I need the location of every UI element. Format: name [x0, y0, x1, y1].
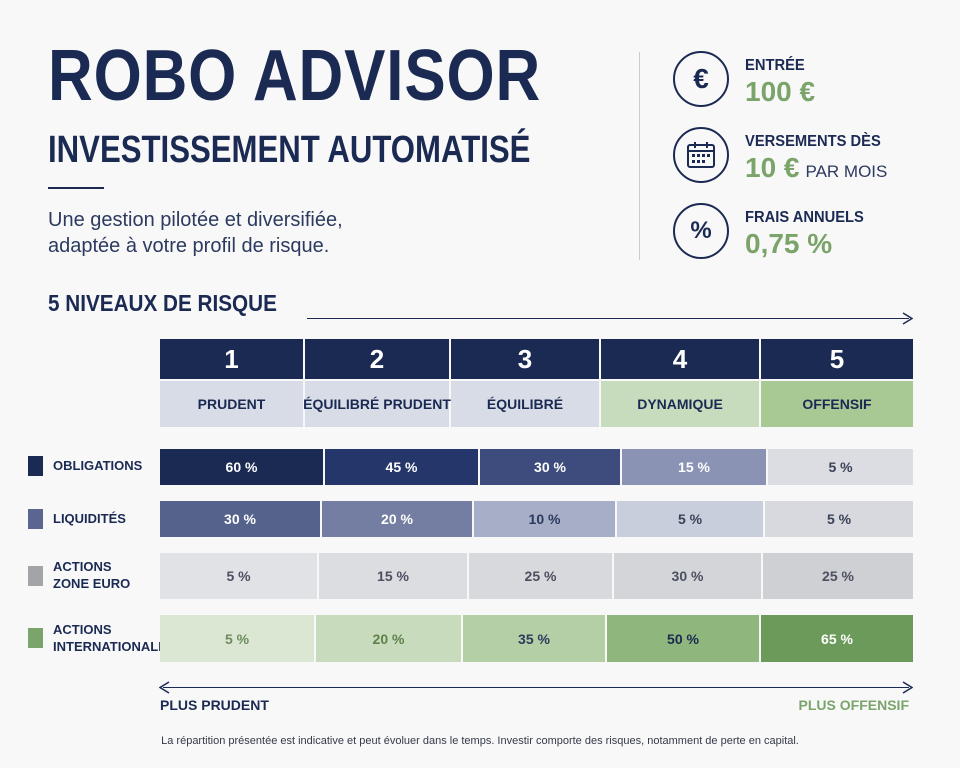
cell-obligations-level-3: 30 %	[480, 449, 620, 485]
cell-actions-zone-euro-level-4: 30 %	[614, 553, 761, 599]
stat-deposit-label: VERSEMENTS DÈS	[745, 133, 881, 150]
cell-liquidites-level-3: 10 %	[474, 501, 615, 537]
section-title: 5 NIVEAUX DE RISQUE	[48, 290, 277, 316]
stat-deposit-value-group: 10 € PAR MOIS	[745, 154, 887, 182]
stat-entry-value: 100 €	[745, 76, 816, 107]
calendar-icon	[673, 127, 729, 183]
level-3-number: 3	[451, 339, 599, 379]
arrow-right-icon	[902, 312, 913, 325]
legend-label-actions-zone-euro: ACTIONS ZONE EURO	[53, 558, 130, 592]
stat-fees-label: FRAIS ANNUELS	[745, 209, 864, 226]
arrow-right-icon	[902, 681, 913, 694]
cell-liquidites-level-2: 20 %	[322, 501, 472, 537]
cell-obligations-level-2: 45 %	[325, 449, 478, 485]
level-3-name: ÉQUILIBRÉ	[451, 381, 599, 427]
arrow-left-icon	[159, 681, 170, 694]
cell-actions-zone-euro-level-2: 15 %	[319, 553, 467, 599]
page-subtitle: INVESTISSEMENT AUTOMATISÉ	[48, 129, 531, 171]
legend-label-liquidites: LIQUIDITÉS	[53, 511, 126, 526]
description-line-1: Une gestion pilotée et diversifiée,	[48, 209, 343, 231]
scale-high-label: PLUS OFFENSIF	[798, 697, 909, 713]
page-title: ROBO ADVISOR	[48, 36, 542, 116]
scale-line	[163, 687, 909, 688]
calendar-icon-graphic	[687, 142, 715, 168]
legend-label-obligations: OBLIGATIONS	[53, 458, 143, 473]
cell-obligations-level-5: 5 %	[768, 449, 913, 485]
cell-obligations-level-1: 60 %	[160, 449, 323, 485]
level-1-name: PRUDENT	[160, 381, 303, 427]
cell-actions-zone-euro-level-5: 25 %	[763, 553, 913, 599]
cell-liquidites-level-5: 5 %	[765, 501, 913, 537]
level-5-number: 5	[761, 339, 913, 379]
stat-deposit-value: 10 €	[745, 152, 800, 183]
cell-liquidites-level-4: 5 %	[617, 501, 763, 537]
percent-icon: %	[673, 203, 729, 259]
level-4-number: 4	[601, 339, 759, 379]
legend-swatch-liquidites	[28, 509, 43, 529]
legend-label-line: ACTIONS	[53, 559, 112, 574]
cell-actions-internationales-level-3: 35 %	[463, 615, 605, 662]
level-5-name: OFFENSIF	[761, 381, 913, 427]
legend-swatch-obligations	[28, 456, 43, 476]
vertical-divider	[639, 52, 640, 260]
cell-actions-internationales-level-5: 65 %	[761, 615, 913, 662]
stat-fees-value: 0,75 %	[745, 228, 833, 259]
description-line-2: adaptée à votre profil de risque.	[48, 235, 330, 257]
cell-actions-zone-euro-level-3: 25 %	[469, 553, 612, 599]
cell-obligations-level-4: 15 %	[622, 449, 766, 485]
cell-actions-internationales-level-4: 50 %	[607, 615, 759, 662]
title-divider	[48, 187, 104, 189]
level-1-number: 1	[160, 339, 303, 379]
legend-label-line: ACTIONS	[53, 622, 112, 637]
cell-actions-zone-euro-level-1: 5 %	[160, 553, 317, 599]
level-4-name: DYNAMIQUE	[601, 381, 759, 427]
legend-label-line: INTERNATIONALES	[53, 639, 176, 654]
level-2-number: 2	[305, 339, 449, 379]
legend-label-line: ZONE EURO	[53, 576, 131, 591]
footnote: La répartition présentée est indicative …	[161, 735, 799, 747]
legend-label-actions-internationales: ACTIONS INTERNATIONALES	[53, 621, 176, 655]
scale-low-label: PLUS PRUDENT	[160, 697, 269, 713]
cell-actions-internationales-level-2: 20 %	[316, 615, 461, 662]
stat-deposit-suffix: PAR MOIS	[805, 162, 888, 181]
legend-swatch-actions-internationales	[28, 628, 43, 648]
legend-swatch-actions-zone-euro	[28, 566, 43, 586]
cell-actions-internationales-level-1: 5 %	[160, 615, 314, 662]
level-2-name: ÉQUILIBRÉ PRUDENT	[303, 381, 451, 427]
cell-liquidites-level-1: 30 %	[160, 501, 320, 537]
risk-arrow-line	[307, 318, 909, 319]
stat-entry-label: ENTRÉE	[745, 57, 805, 74]
euro-icon: €	[673, 51, 729, 107]
description: Une gestion pilotée et diversifiée, adap…	[48, 207, 468, 259]
